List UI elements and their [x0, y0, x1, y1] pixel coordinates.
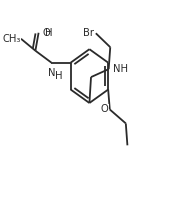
Text: H: H	[55, 71, 63, 81]
Text: H: H	[45, 28, 52, 38]
Text: CH₃: CH₃	[3, 34, 21, 44]
Text: O: O	[100, 104, 108, 115]
Text: NH: NH	[113, 64, 128, 74]
Text: O: O	[43, 28, 50, 38]
Text: N: N	[48, 68, 55, 78]
Text: Br: Br	[83, 28, 94, 38]
